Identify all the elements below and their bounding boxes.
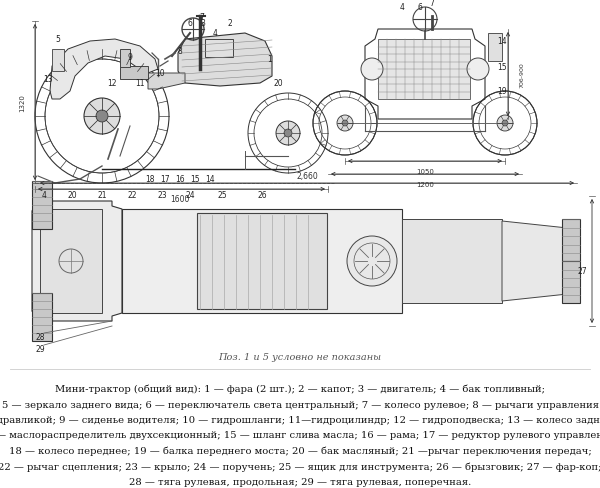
Bar (52, 50, 64, 72)
Text: Мини-трактор (общий вид): 1 — фара (2 шт.); 2 — капот; 3 — двигатель; 4 — бак то: Мини-трактор (общий вид): 1 — фара (2 шт… (55, 384, 545, 394)
Text: 14: 14 (497, 38, 507, 46)
Text: 7: 7 (430, 0, 434, 8)
Circle shape (84, 99, 120, 135)
Text: Поз. 1 и 5 условно не показаны: Поз. 1 и 5 условно не показаны (218, 353, 382, 362)
Text: 19: 19 (497, 87, 507, 96)
Text: 1: 1 (268, 55, 272, 64)
Circle shape (96, 111, 108, 123)
Bar (488, 34, 502, 62)
Bar (378, 40, 470, 100)
Polygon shape (120, 67, 148, 80)
Text: 14 — маслораспределитель двухсекционный; 15 — шланг слива масла; 16 — рама; 17 —: 14 — маслораспределитель двухсекционный;… (0, 430, 600, 440)
Text: 23: 23 (157, 190, 167, 199)
Polygon shape (178, 34, 272, 87)
Text: 17: 17 (160, 174, 170, 183)
Bar (402, 220, 502, 304)
Text: 21: 21 (97, 190, 107, 199)
Text: 25: 25 (217, 190, 227, 199)
Bar (205, 40, 233, 58)
Text: 18 — колесо переднее; 19 — балка переднего моста; 20 — бак масляный; 21 —рычаг п: 18 — колесо переднее; 19 — балка передне… (8, 446, 592, 456)
Circle shape (337, 116, 353, 132)
Polygon shape (32, 202, 122, 321)
Text: 1050: 1050 (416, 169, 434, 175)
Text: 6: 6 (418, 3, 422, 13)
Bar (32, 182, 52, 229)
Polygon shape (50, 40, 158, 100)
Polygon shape (120, 50, 130, 68)
Text: 2,660: 2,660 (296, 171, 318, 180)
Bar (197, 214, 327, 309)
Text: 28: 28 (35, 332, 45, 341)
Text: 13: 13 (43, 75, 53, 84)
Text: 27: 27 (577, 267, 587, 276)
Polygon shape (502, 222, 580, 302)
Text: 18: 18 (145, 174, 155, 183)
Text: гидравликой; 9 — сиденье водителя; 10 — гидрошланги; 11—гидроцилиндр; 12 — гидро: гидравликой; 9 — сиденье водителя; 10 — … (0, 415, 600, 424)
Text: 2: 2 (227, 20, 232, 28)
Text: 9: 9 (128, 52, 133, 61)
Text: 12: 12 (107, 80, 117, 88)
Text: 20: 20 (67, 190, 77, 199)
Text: 5: 5 (56, 36, 61, 44)
Text: 8: 8 (178, 47, 182, 57)
Polygon shape (148, 74, 185, 90)
Text: 28 — тяга рулевая, продольная; 29 — тяга рулевая, поперечная.: 28 — тяга рулевая, продольная; 29 — тяга… (129, 477, 471, 486)
Text: 4: 4 (212, 29, 217, 39)
Text: 706-900: 706-900 (520, 62, 524, 88)
Text: 1600: 1600 (170, 194, 190, 203)
Text: 29: 29 (35, 344, 45, 353)
Circle shape (502, 121, 508, 127)
Circle shape (467, 59, 489, 81)
Text: 14: 14 (205, 174, 215, 183)
Text: 5 — зеркало заднего вида; 6 — переключатель света центральный; 7 — колесо рулево: 5 — зеркало заднего вида; 6 — переключат… (1, 400, 599, 408)
Bar (40, 209, 102, 313)
Text: 24: 24 (185, 190, 195, 199)
Circle shape (342, 121, 348, 127)
Text: 3: 3 (200, 20, 205, 28)
Bar (32, 293, 52, 341)
Text: 11: 11 (135, 80, 145, 88)
Text: 16: 16 (175, 174, 185, 183)
Text: 15: 15 (497, 62, 507, 71)
Text: 7: 7 (200, 14, 205, 22)
Circle shape (361, 59, 383, 81)
Text: 4: 4 (41, 190, 46, 199)
Bar (562, 220, 580, 262)
Text: 1320: 1320 (19, 94, 25, 112)
Text: 26: 26 (257, 190, 267, 199)
Text: 6: 6 (188, 20, 193, 28)
Text: 10: 10 (155, 69, 165, 79)
Bar (562, 262, 580, 304)
Circle shape (347, 237, 397, 286)
Circle shape (276, 122, 300, 146)
Bar (122, 209, 402, 313)
Circle shape (284, 130, 292, 138)
Text: 4: 4 (400, 3, 404, 13)
Text: 15: 15 (190, 174, 200, 183)
Text: 22: 22 (127, 190, 137, 199)
Text: 20: 20 (273, 80, 283, 88)
Text: 1200: 1200 (416, 182, 434, 187)
Circle shape (497, 116, 513, 132)
Text: 22 — рычаг сцепления; 23 — крыло; 24 — поручень; 25 — ящик для инструмента; 26 —: 22 — рычаг сцепления; 23 — крыло; 24 — п… (0, 462, 600, 471)
